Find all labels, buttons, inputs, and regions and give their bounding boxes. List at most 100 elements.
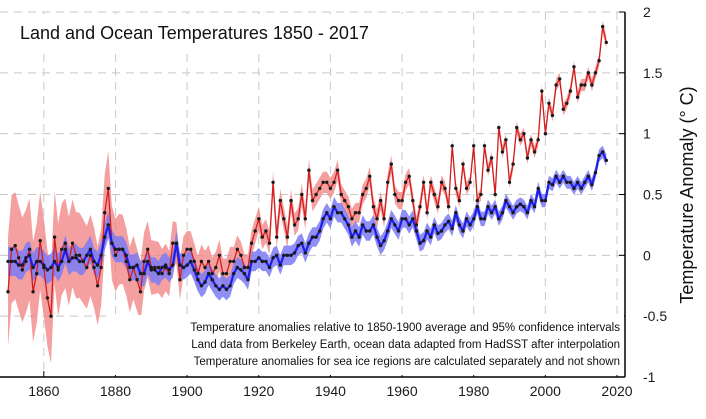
ocean-data-point — [260, 259, 264, 264]
x-tick-label: 1980 — [458, 383, 489, 399]
land-data-point — [113, 253, 118, 257]
ocean-data-point — [378, 243, 383, 248]
ocean-data-point — [174, 241, 179, 245]
ocean-data-point — [56, 265, 60, 270]
ocean-data-point — [310, 235, 315, 239]
land-data-point — [389, 162, 393, 166]
land-data-point — [561, 107, 565, 112]
ocean-data-point — [289, 253, 293, 257]
land-data-point — [203, 265, 207, 270]
ocean-data-point — [217, 287, 222, 292]
ocean-data-point — [489, 211, 494, 215]
ocean-data-point — [572, 186, 576, 191]
ocean-data-point — [522, 205, 526, 209]
land-data-point — [446, 205, 451, 209]
land-data-point — [486, 168, 490, 172]
land-data-point — [321, 180, 325, 184]
ocean-data-point — [63, 247, 67, 251]
land-data-point — [242, 265, 247, 270]
ocean-data-point — [275, 253, 279, 257]
land-data-point — [368, 174, 372, 178]
x-tick-label: 1940 — [315, 383, 346, 399]
land-data-point — [575, 95, 580, 99]
ocean-data-point — [586, 174, 590, 178]
ocean-data-point — [407, 223, 411, 227]
ocean-data-point — [558, 180, 562, 184]
ocean-data-point — [475, 205, 479, 209]
ocean-data-point — [167, 268, 171, 272]
land-data-point — [393, 192, 397, 197]
land-data-point — [63, 241, 67, 245]
land-data-point — [425, 211, 429, 215]
ocean-data-point — [504, 198, 508, 203]
ocean-data-point — [339, 211, 343, 215]
x-tick-label: 1900 — [172, 383, 203, 399]
land-data-point — [472, 144, 476, 148]
ocean-data-point — [525, 211, 530, 215]
ocean-data-point — [454, 211, 458, 215]
ocean-data-point — [6, 259, 10, 264]
land-data-point — [142, 259, 146, 264]
land-data-point — [70, 241, 75, 245]
land-series-line — [7, 25, 607, 317]
ocean-data-point — [113, 247, 118, 251]
land-data-point — [303, 217, 307, 221]
note-sea-ice: Temperature anomalies for sea ice region… — [194, 356, 620, 368]
ocean-data-point — [597, 153, 601, 158]
ocean-data-point — [529, 198, 533, 203]
land-data-point — [421, 180, 426, 184]
ocean-data-point — [253, 259, 257, 264]
ocean-data-point — [192, 268, 196, 272]
land-data-point — [429, 180, 433, 184]
ocean-data-point — [425, 229, 429, 233]
ocean-data-point — [532, 205, 537, 209]
ocean-data-point — [199, 284, 204, 288]
land-data-point — [228, 259, 232, 264]
ocean-data-point — [31, 265, 35, 270]
ocean-data-point — [282, 253, 286, 257]
land-data-point — [318, 186, 322, 191]
ocean-data-point — [457, 223, 462, 227]
land-data-point — [9, 247, 14, 251]
land-data-point — [436, 205, 440, 209]
ocean-data-point — [382, 239, 386, 243]
ocean-data-point — [400, 217, 404, 221]
land-data-point — [346, 205, 350, 209]
ocean-data-point — [120, 247, 125, 251]
ocean-data-point — [364, 229, 368, 233]
ocean-data-point — [568, 180, 573, 184]
land-data-point — [371, 205, 376, 209]
land-data-point — [550, 113, 555, 118]
land-data-point — [400, 198, 404, 203]
ocean-data-point — [443, 223, 447, 227]
ocean-data-point — [128, 265, 132, 270]
land-data-point — [253, 229, 257, 233]
ocean-data-point — [482, 217, 487, 221]
land-data-point — [529, 138, 533, 142]
land-data-point — [328, 186, 333, 191]
land-data-point — [443, 186, 447, 191]
y-tick-label: 1 — [643, 126, 651, 142]
ocean-data-point — [353, 229, 358, 233]
ocean-data-point — [583, 180, 587, 184]
land-data-point — [153, 265, 157, 270]
land-data-point — [364, 186, 368, 191]
ocean-data-point — [146, 259, 150, 264]
land-data-point — [554, 83, 558, 87]
ocean-data-point — [9, 259, 14, 264]
land-data-point — [590, 83, 594, 87]
notes-background — [112, 315, 624, 375]
land-data-point — [461, 162, 465, 166]
land-data-point — [307, 168, 311, 172]
ocean-data-point — [67, 259, 71, 264]
land-data-point — [138, 290, 143, 294]
land-data-point — [278, 198, 282, 203]
ocean-data-point — [103, 235, 107, 239]
land-data-point — [475, 198, 479, 203]
ocean-data-point — [461, 229, 465, 233]
x-tick-label: 1920 — [243, 383, 274, 399]
ocean-data-point — [131, 265, 136, 270]
land-data-point — [432, 192, 436, 197]
ocean-data-point — [396, 229, 401, 233]
